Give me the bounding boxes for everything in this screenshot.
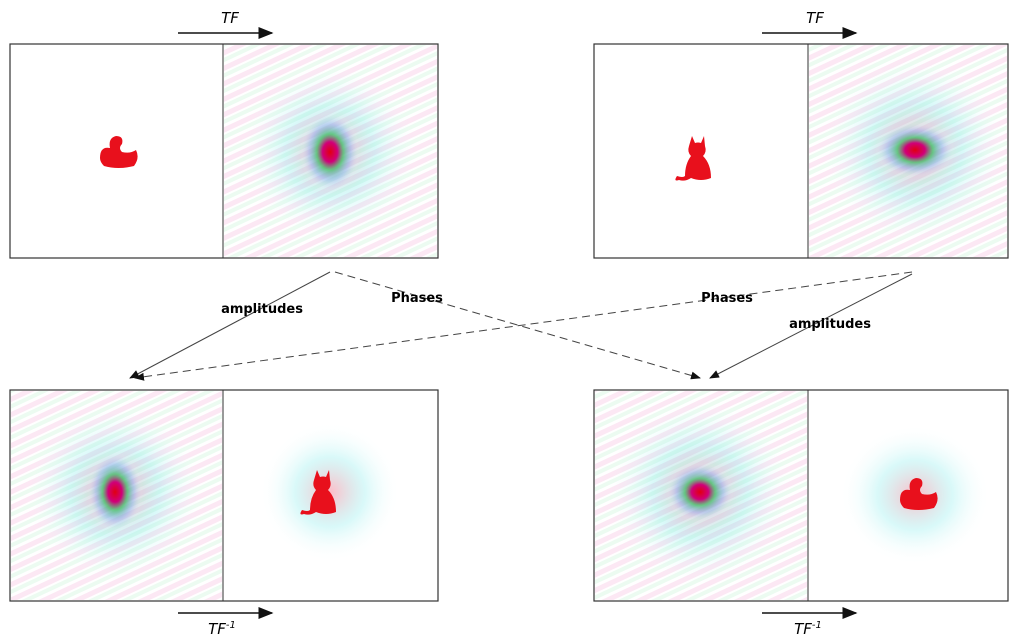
amplitude-arrow bbox=[709, 273, 913, 379]
tf-label: TF bbox=[806, 9, 824, 27]
bottom-left-panel bbox=[9, 389, 439, 602]
top-left-panel bbox=[9, 43, 439, 259]
tf-base: TF bbox=[208, 620, 226, 638]
arrow-label: Phases bbox=[701, 291, 753, 306]
tf-label: TF bbox=[221, 9, 239, 27]
tf-base: TF bbox=[794, 620, 812, 638]
spectrum bbox=[875, 122, 955, 178]
arrow-label: amplitudes bbox=[789, 317, 871, 332]
inverse-tf-label: TF-1 bbox=[208, 620, 236, 638]
top-right-panel bbox=[593, 43, 1010, 259]
phase-arrow bbox=[134, 271, 913, 381]
bottom-right-panel bbox=[593, 389, 1009, 602]
spectrum bbox=[300, 112, 360, 192]
phase-arrow bbox=[334, 271, 701, 380]
tf-sup: -1 bbox=[812, 620, 822, 631]
amplitude-arrow bbox=[129, 271, 331, 379]
tf-sup: -1 bbox=[226, 620, 236, 631]
arrow-label: Phases bbox=[391, 291, 443, 306]
inverse-tf-label: TF-1 bbox=[794, 620, 822, 638]
arrow-label: amplitudes bbox=[221, 302, 303, 317]
